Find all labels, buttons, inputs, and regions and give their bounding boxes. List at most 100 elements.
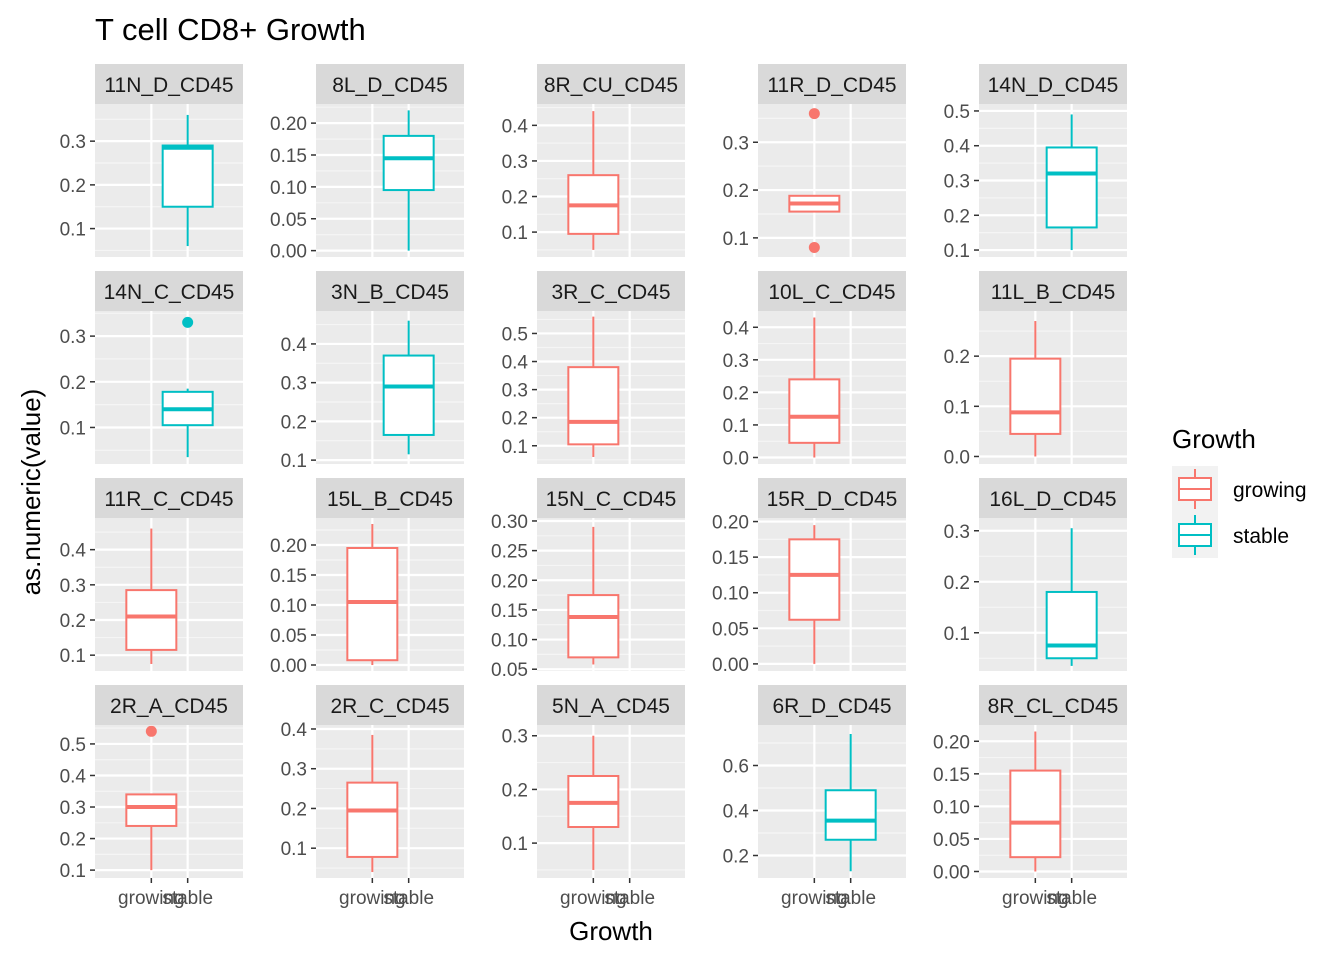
facet-strip-label: 10L_C_CD45 — [768, 281, 895, 304]
x-tick-label: growing — [1002, 888, 1069, 909]
y-tick-label: 0.2 — [944, 573, 970, 594]
y-tick-label: 0.05 — [933, 830, 970, 851]
y-tick-label: 0.3 — [281, 760, 307, 781]
y-tick-label: 0.4 — [60, 766, 87, 787]
facet-strip-label: 11L_B_CD45 — [991, 281, 1116, 304]
y-tick-label: 0.4 — [281, 720, 308, 741]
box-iqr — [161, 144, 214, 208]
x-tick-label: stable — [1046, 888, 1097, 909]
facet-strip — [758, 685, 906, 725]
y-tick-label: 0.10 — [270, 178, 307, 199]
facet-panel: 15N_C_CD45 0.05 0.10 0.15 0.20 0.25 0.30 — [491, 478, 685, 681]
box-iqr — [1009, 357, 1062, 435]
y-tick-label: 0.15 — [712, 548, 749, 569]
boxplot-growing — [1009, 731, 1062, 872]
boxplot-stable — [824, 734, 877, 872]
facet-strip-label: 15N_C_CD45 — [546, 488, 677, 511]
boxplot-growing — [125, 528, 178, 664]
box-iqr — [125, 589, 178, 651]
x-tick-label: stable — [162, 888, 213, 909]
box-iqr — [824, 789, 877, 841]
facet-strip — [316, 64, 464, 104]
y-tick-label: 0.1 — [944, 397, 970, 418]
x-axis-title: Growth — [569, 916, 653, 946]
boxplot-stable — [1045, 114, 1098, 251]
y-tick-label: 0.2 — [502, 188, 528, 209]
facet-strip-label: 16L_D_CD45 — [989, 488, 1116, 511]
boxplot-stable — [382, 320, 435, 455]
facet-strip-label: 14N_C_CD45 — [104, 281, 235, 304]
y-tick-label: 0.4 — [281, 335, 308, 356]
facet-panel: 10L_C_CD45 0.0 0.1 0.2 0.3 0.4 — [723, 271, 906, 469]
y-tick-label: 0.2 — [944, 206, 970, 227]
y-tick-label: 0.1 — [502, 437, 528, 458]
y-tick-label: 0.2 — [281, 412, 307, 433]
y-tick-label: 0.4 — [723, 318, 750, 339]
y-tick-label: 0.3 — [60, 798, 86, 819]
y-tick-label: 0.00 — [270, 242, 307, 263]
facet-strip — [979, 478, 1127, 518]
y-tick-label: 0.15 — [933, 765, 970, 786]
boxplot-stable — [1045, 528, 1098, 666]
facet-strip — [95, 64, 243, 104]
box-iqr — [125, 793, 178, 827]
box-iqr — [1009, 769, 1062, 859]
facet-panel: 8R_CL_CD45 0.00 0.05 0.10 0.15 0.20 growingsta… — [933, 685, 1127, 909]
facet-strip-label: 3N_B_CD45 — [331, 281, 449, 304]
boxplot-stable — [382, 110, 435, 251]
y-tick-label: 0.3 — [502, 381, 528, 402]
facet-panel: 15L_B_CD45 0.00 0.05 0.10 0.15 0.20 — [270, 478, 464, 677]
boxplot-growing — [567, 735, 620, 870]
facet-strip — [537, 64, 685, 104]
facet-panel: 15R_D_CD45 0.00 0.05 0.10 0.15 0.20 — [712, 478, 906, 676]
y-tick-label: 0.2 — [60, 830, 86, 851]
y-tick-label: 0.3 — [60, 327, 86, 348]
facet-strip-label: 14N_D_CD45 — [988, 74, 1119, 97]
y-tick-label: 0.5 — [944, 102, 970, 123]
facet-strip — [95, 478, 243, 518]
facet-strip-label: 8R_CU_CD45 — [544, 74, 678, 97]
y-tick-label: 0.15 — [270, 566, 307, 587]
outlier-point — [145, 725, 157, 737]
legend-label: stable — [1233, 525, 1289, 548]
y-tick-label: 0.4 — [60, 541, 87, 562]
x-tick-label: stable — [825, 888, 876, 909]
y-tick-label: 0.2 — [60, 176, 86, 197]
y-tick-label: 0.25 — [491, 542, 528, 563]
legend-title: Growth — [1172, 424, 1256, 454]
panel-background — [758, 104, 906, 257]
facet-strip-label: 11R_D_CD45 — [767, 74, 896, 97]
facet-panel: 3R_C_CD45 0.1 0.2 0.3 0.4 0.5 — [502, 271, 685, 464]
y-tick-label: 0.05 — [270, 210, 307, 231]
outlier-point — [808, 108, 820, 120]
legend-label: growing — [1233, 479, 1307, 502]
y-tick-label: 0.10 — [712, 584, 749, 605]
boxplot-growing — [567, 316, 620, 457]
y-tick-label: 0.1 — [281, 839, 307, 860]
y-tick-label: 0.4 — [502, 116, 529, 137]
y-tick-label: 0.1 — [502, 223, 528, 244]
facet-strip-label: 3R_C_CD45 — [551, 281, 670, 304]
y-tick-label: 0.1 — [60, 220, 86, 241]
facet-strip — [979, 271, 1127, 311]
facet-strip-label: 6R_D_CD45 — [772, 695, 891, 718]
facet-panel: 16L_D_CD45 0.1 0.2 0.3 — [944, 478, 1127, 671]
facet-panel: 14N_C_CD45 0.1 0.2 0.3 — [60, 271, 243, 464]
y-tick-label: 0.3 — [60, 576, 86, 597]
facet-strip — [537, 478, 685, 518]
facet-panel: 3N_B_CD45 0.1 0.2 0.3 0.4 — [281, 271, 464, 472]
y-tick-label: 0.2 — [60, 373, 86, 394]
box-iqr — [382, 134, 435, 192]
y-tick-label: 0.20 — [270, 114, 307, 135]
x-tick-label: growing — [560, 888, 627, 909]
facet-strip — [758, 271, 906, 311]
x-tick-label: stable — [383, 888, 434, 909]
boxplot-stable — [161, 316, 214, 458]
boxplot-growing — [567, 526, 620, 665]
y-tick-label: 0.05 — [270, 626, 307, 647]
x-tick-label: growing — [781, 888, 848, 909]
y-tick-label: 0.10 — [270, 596, 307, 617]
y-tick-label: 0.00 — [712, 655, 749, 676]
